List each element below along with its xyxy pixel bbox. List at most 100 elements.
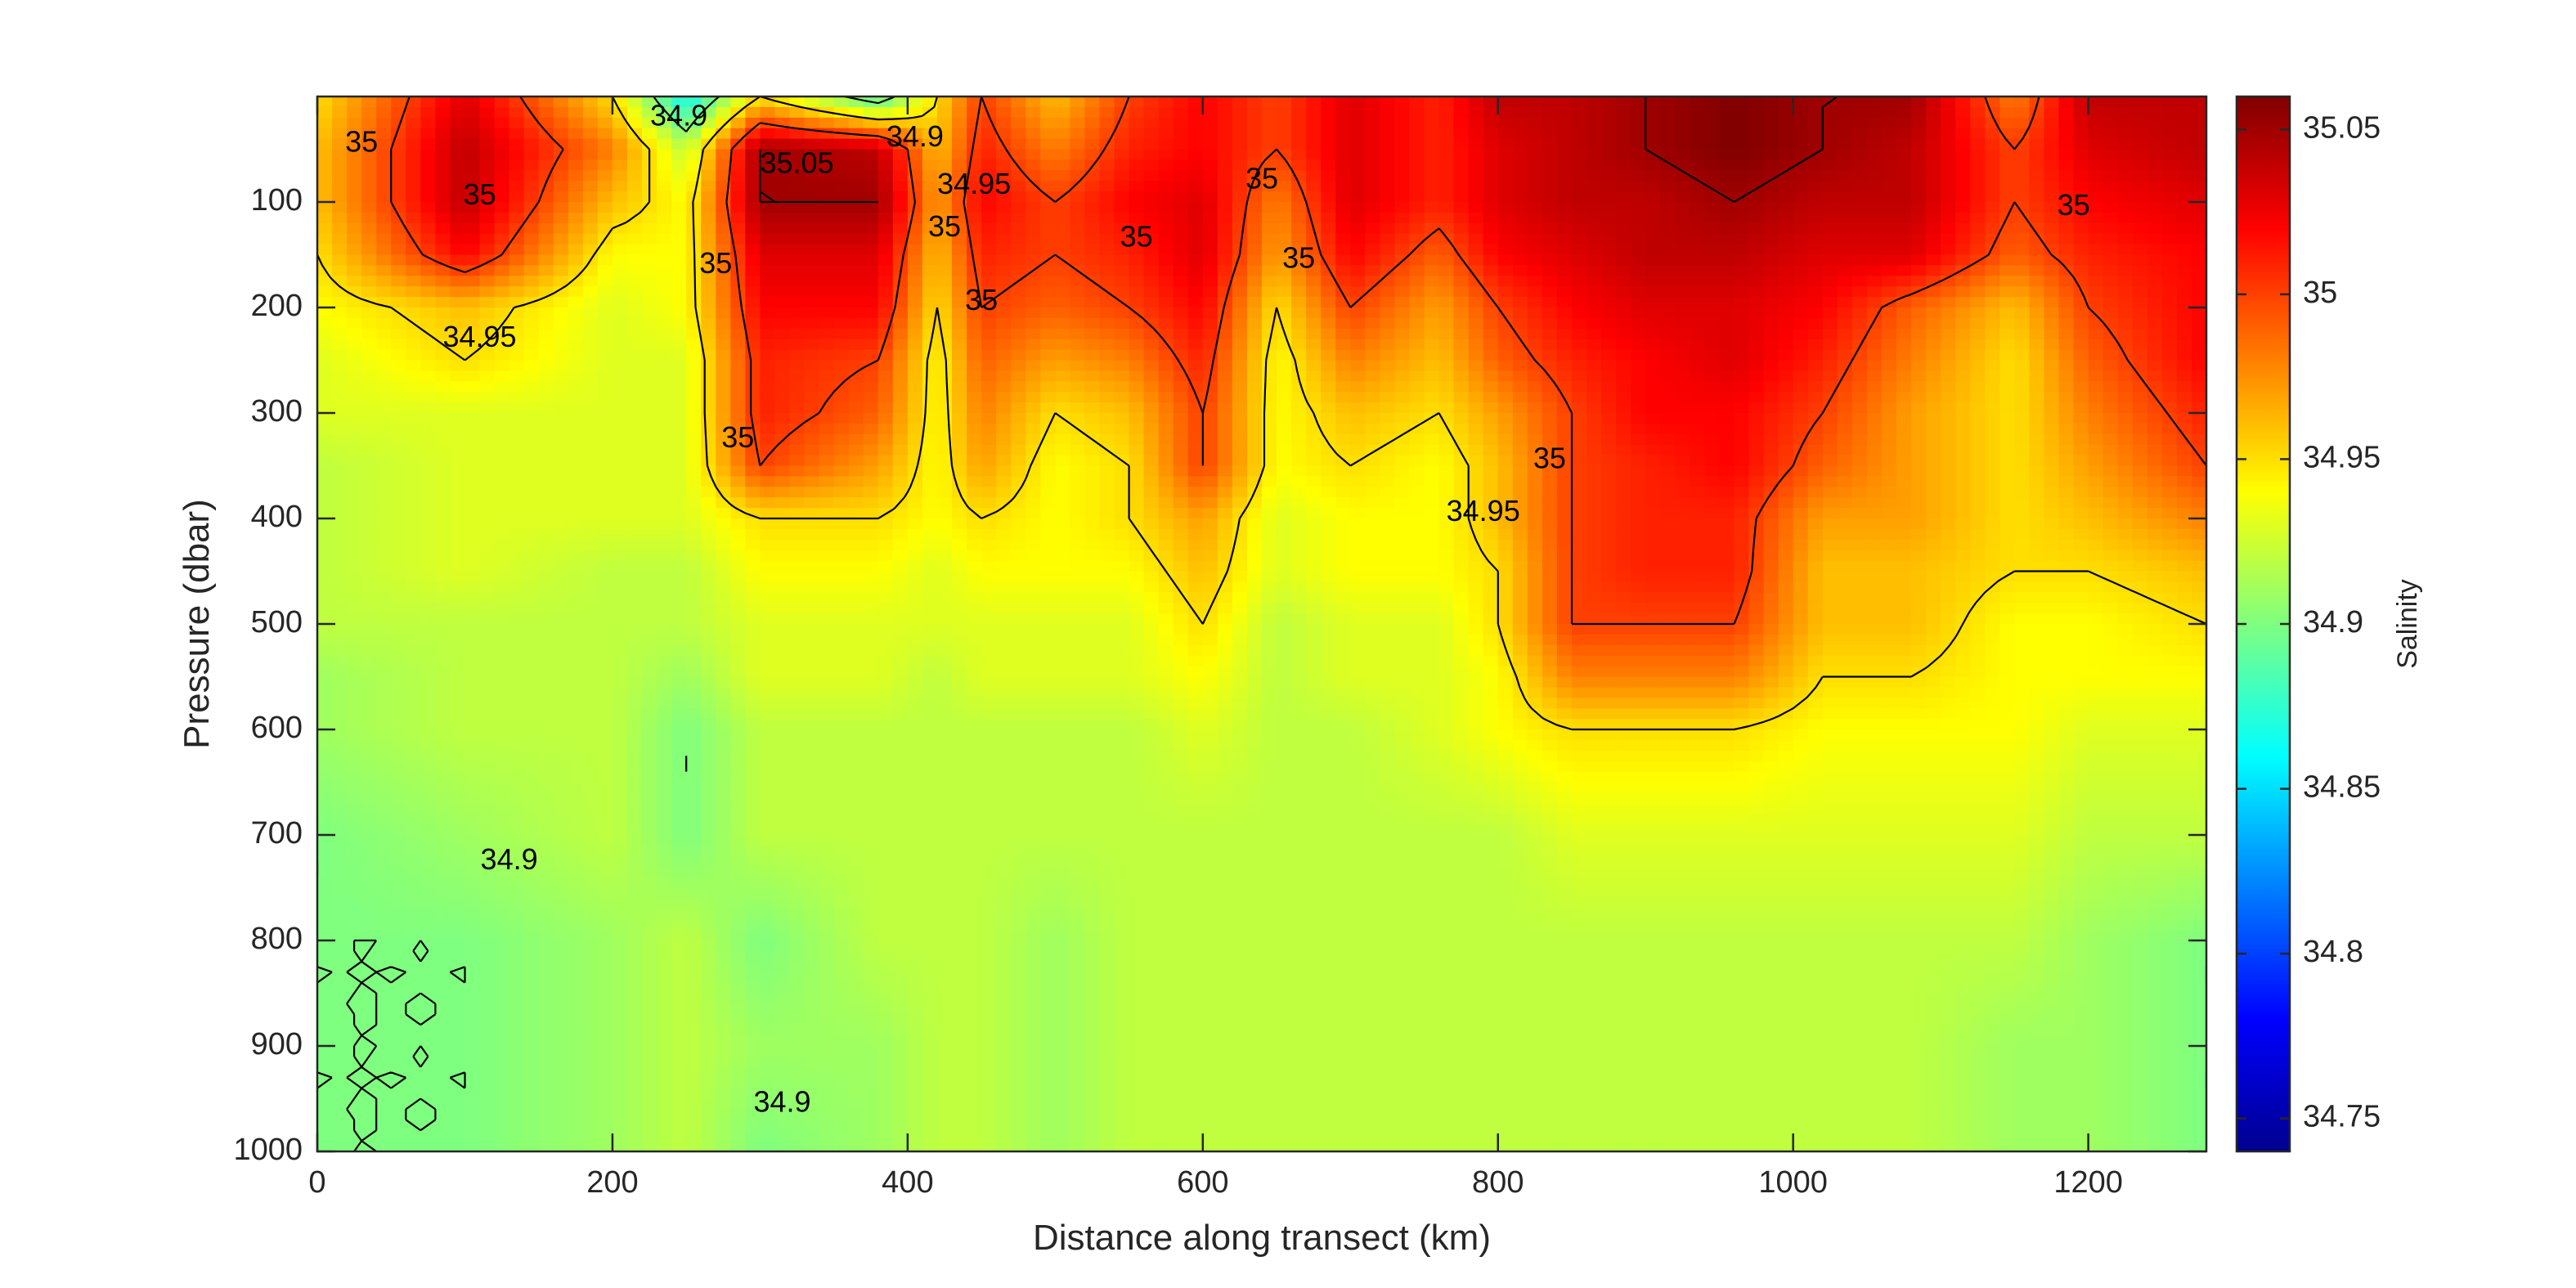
heatmap-cell (1335, 159, 1351, 171)
heatmap-cell (2058, 117, 2075, 129)
heatmap-cell (642, 392, 657, 403)
heatmap-cell (1527, 254, 1543, 266)
heatmap-cell (1424, 106, 1440, 119)
heatmap-cell (804, 433, 820, 446)
heatmap-cell (1616, 149, 1631, 160)
heatmap-cell (1143, 244, 1160, 256)
heatmap-cell (347, 465, 362, 477)
heatmap-cell (1941, 202, 1956, 213)
heatmap-cell (1866, 128, 1883, 140)
heatmap-cell (2044, 455, 2060, 467)
heatmap-cell (1896, 349, 1912, 361)
heatmap-cell (1793, 159, 1809, 171)
heatmap-cell (1645, 254, 1661, 266)
heatmap-cell (553, 444, 569, 456)
heatmap-cell (1807, 286, 1824, 298)
heatmap-cell (1277, 360, 1292, 371)
heatmap-cell (1660, 128, 1676, 140)
heatmap-cell (1262, 254, 1277, 266)
heatmap-cell (1941, 286, 1956, 298)
heatmap-cell (1527, 317, 1543, 330)
heatmap-cell (863, 413, 879, 424)
heatmap-cell (745, 476, 761, 487)
heatmap-cell (1748, 128, 1765, 140)
heatmap-cell (1380, 402, 1396, 414)
heatmap-cell (391, 159, 406, 171)
heatmap-cell (450, 128, 466, 140)
heatmap-cell (2147, 349, 2163, 361)
heatmap-cell (1409, 191, 1425, 203)
heatmap-cell (1291, 181, 1307, 192)
heatmap-cell (1394, 128, 1411, 140)
heatmap-cell (2191, 149, 2206, 160)
heatmap-cell (1129, 149, 1145, 160)
heatmap-cell (1497, 465, 1514, 477)
heatmap-cell (1985, 370, 2000, 382)
heatmap-cell (922, 254, 938, 266)
heatmap-cell (1926, 222, 1941, 235)
heatmap-cell (1748, 392, 1765, 403)
heatmap-cell (686, 360, 702, 371)
heatmap-cell (701, 423, 716, 435)
heatmap-cell (1999, 265, 2015, 276)
heatmap-cell (347, 265, 362, 276)
heatmap-cell (1497, 138, 1514, 150)
heatmap-cell (833, 286, 850, 298)
heatmap-cell (1660, 276, 1676, 287)
heatmap-cell (952, 265, 967, 276)
heatmap-cell (1822, 487, 1838, 498)
heatmap-cell (1778, 96, 1794, 108)
heatmap-cell (2029, 181, 2045, 192)
heatmap-cell (494, 402, 510, 414)
heatmap-cell (1277, 128, 1292, 140)
heatmap-cell (2103, 423, 2119, 435)
heatmap-cell (760, 413, 776, 424)
heatmap-cell (2073, 497, 2089, 509)
heatmap-cell (2132, 128, 2148, 140)
heatmap-cell (1040, 286, 1056, 298)
heatmap-cell (1232, 476, 1248, 487)
heatmap-cell (2044, 191, 2060, 203)
heatmap-cell (981, 328, 997, 340)
heatmap-cell (420, 307, 436, 319)
heatmap-cell (406, 465, 421, 477)
heatmap-cell (1321, 455, 1336, 467)
heatmap-cell (1556, 96, 1573, 108)
heatmap-cell (2044, 444, 2060, 456)
heatmap-cell (1542, 349, 1558, 361)
heatmap-cell (967, 181, 982, 192)
heatmap-cell (1438, 497, 1455, 509)
heatmap-cell (2058, 307, 2075, 319)
heatmap-cell (2132, 349, 2148, 361)
heatmap-cell (1793, 381, 1809, 393)
heatmap-cell (1335, 276, 1351, 287)
heatmap-cell (1748, 433, 1765, 446)
heatmap-cell (420, 159, 436, 171)
heatmap-cell (1645, 244, 1661, 256)
heatmap-cell (877, 233, 894, 245)
heatmap-cell (1837, 265, 1853, 276)
heatmap-cell (1999, 233, 2015, 245)
heatmap-cell (450, 328, 466, 340)
heatmap-cell (523, 159, 540, 171)
heatmap-cell (1748, 307, 1765, 319)
heatmap-cell (612, 328, 628, 340)
heatmap-cell (1645, 276, 1661, 287)
heatmap-cell (907, 497, 923, 509)
heatmap-cell (1837, 244, 1853, 256)
heatmap-cell (1483, 212, 1499, 224)
heatmap-cell (1217, 328, 1233, 340)
heatmap-cell (1291, 265, 1307, 276)
heatmap-cell (1778, 202, 1794, 213)
heatmap-cell (1571, 497, 1587, 509)
heatmap-cell (1675, 349, 1690, 361)
heatmap-cell (1409, 222, 1425, 235)
heatmap-cell (1217, 96, 1233, 108)
heatmap-cell (1040, 244, 1056, 256)
heatmap-cell (1497, 423, 1514, 435)
heatmap-cell (1262, 413, 1277, 424)
heatmap-cell (1468, 476, 1484, 487)
heatmap-cell (612, 159, 628, 171)
heatmap-cell (996, 476, 1012, 487)
heatmap-cell (1881, 106, 1897, 119)
